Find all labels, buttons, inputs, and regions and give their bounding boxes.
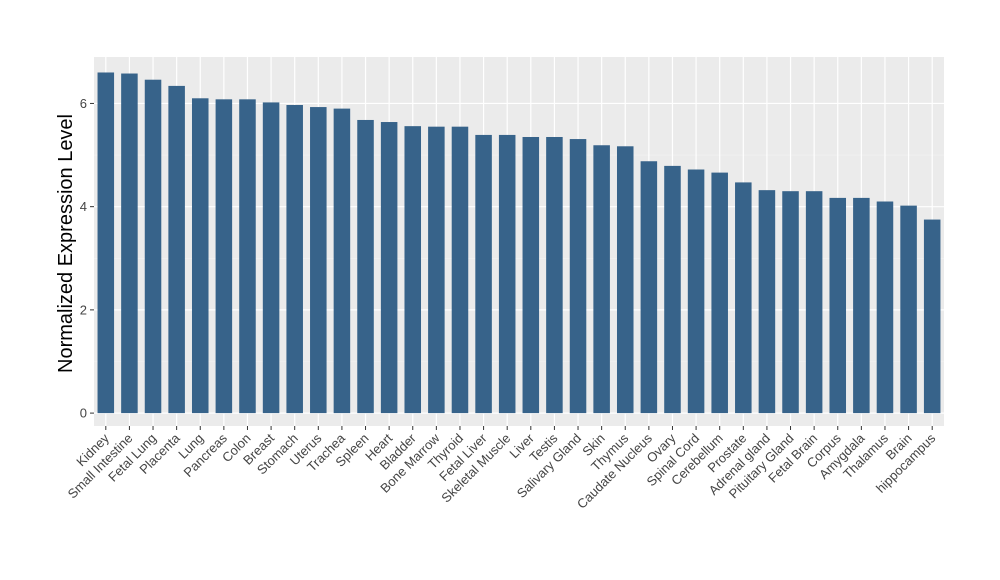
bar bbox=[805, 191, 823, 414]
bar bbox=[498, 134, 516, 414]
bar bbox=[711, 172, 728, 414]
bar bbox=[876, 201, 894, 414]
y-tick-label: 4 bbox=[80, 199, 87, 214]
bar bbox=[640, 161, 658, 414]
bar bbox=[829, 197, 847, 414]
bar bbox=[664, 165, 681, 414]
bar bbox=[900, 205, 917, 414]
bar bbox=[121, 73, 138, 414]
bar bbox=[522, 136, 540, 414]
bar bbox=[428, 126, 445, 414]
bars bbox=[97, 72, 941, 414]
y-tick-label: 2 bbox=[80, 302, 87, 317]
bar bbox=[404, 126, 422, 414]
bar bbox=[168, 85, 185, 414]
bar bbox=[144, 79, 162, 414]
bar bbox=[310, 107, 327, 414]
y-axis-title: Normalized Expression Level bbox=[55, 114, 77, 373]
bar bbox=[215, 99, 233, 414]
bar bbox=[782, 191, 799, 414]
plot-panel bbox=[94, 57, 944, 426]
y-tick-label: 0 bbox=[80, 406, 87, 421]
bar bbox=[853, 197, 870, 414]
bar bbox=[569, 139, 587, 414]
bar bbox=[758, 190, 776, 414]
bar bbox=[593, 145, 610, 414]
bar bbox=[735, 182, 752, 414]
bar bbox=[546, 136, 563, 414]
bar bbox=[923, 219, 941, 414]
y-axis: 0 2 4 6 bbox=[80, 96, 94, 421]
bar bbox=[451, 126, 469, 414]
bar bbox=[239, 99, 256, 414]
bar bbox=[357, 119, 374, 414]
bar bbox=[262, 102, 280, 414]
bar bbox=[616, 146, 634, 414]
bar bbox=[333, 108, 351, 414]
bar bbox=[475, 134, 492, 414]
bar bbox=[286, 104, 303, 414]
bar bbox=[191, 98, 209, 414]
y-tick-label: 6 bbox=[80, 96, 87, 111]
bar bbox=[97, 72, 115, 414]
bar bbox=[687, 169, 705, 414]
bar bbox=[380, 122, 398, 414]
